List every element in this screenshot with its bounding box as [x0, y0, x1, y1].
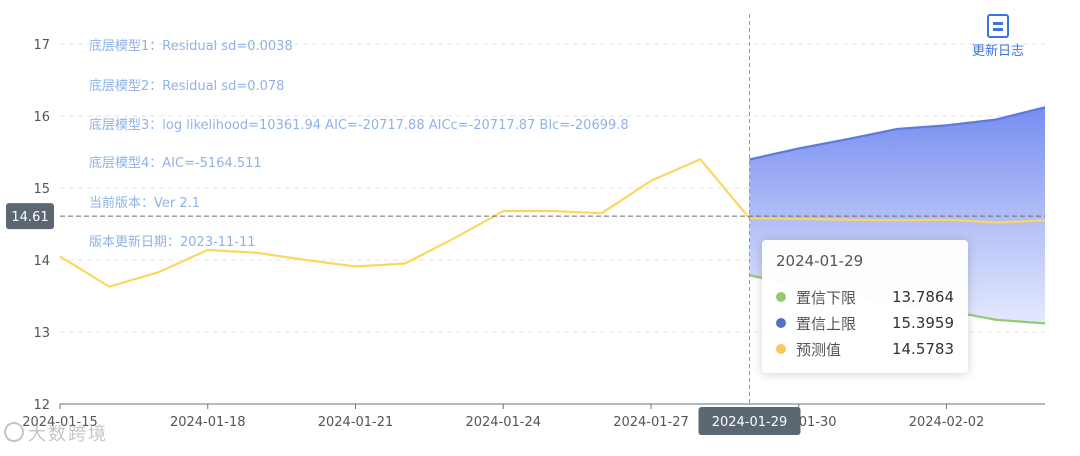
x-tick-label: 2024-01-15 — [22, 415, 98, 430]
series-line-actual — [59, 158, 1046, 288]
y-tick-label: 12 — [33, 398, 50, 413]
x-tick-label: 2024-01-18 — [170, 415, 246, 430]
legend-dot-lower — [776, 292, 786, 302]
model-annotation: 版本更新日期：2023-11-11 — [89, 234, 256, 250]
crosshair-x-label: 2024-01-29 — [712, 415, 788, 430]
model-annotation: 底层模型1：Residual sd=0.0038 — [89, 38, 293, 54]
crosshair: 14.61 2024-01-29 — [6, 14, 1045, 435]
legend-dot-forecast — [776, 344, 786, 354]
y-tick-label: 14 — [33, 254, 50, 269]
y-tick-label: 13 — [33, 326, 50, 341]
tooltip-row-lower: 置信下限 13.7864 — [776, 284, 954, 310]
tooltip-series-value: 13.7864 — [891, 288, 954, 306]
watermark: 大数跨境 — [4, 420, 108, 446]
tooltip-series-name: 预测值 — [796, 340, 842, 359]
tooltip-series-name: 置信下限 — [796, 288, 857, 307]
changelog-button[interactable]: 更新日志 — [964, 14, 1032, 59]
watermark-text: 大数跨境 — [28, 424, 108, 445]
x-tick-label: 2024-02-02 — [909, 415, 985, 430]
tooltip-series-value: 15.3959 — [891, 314, 954, 332]
model-annotation: 底层模型2：Residual sd=0.078 — [89, 78, 284, 94]
chart-tooltip: 2024-01-29 置信下限 13.7864 置信上限 15.3959 预测值… — [762, 240, 968, 373]
document-icon — [987, 14, 1009, 38]
model-annotation: 底层模型4：AIC=-5164.511 — [89, 155, 262, 171]
legend-dot-upper — [776, 318, 786, 328]
brand-logo-icon — [4, 422, 24, 442]
crosshair-x-badge — [698, 407, 801, 435]
model-annotations: 底层模型1：Residual sd=0.0038 底层模型2：Residual s… — [89, 38, 629, 250]
y-tick-label: 15 — [33, 182, 50, 197]
model-annotation: 当前版本：Ver 2.1 — [89, 195, 200, 211]
series-line-upper — [749, 106, 1046, 161]
x-tick-label: 2024-01-27 — [613, 415, 689, 430]
tooltip-date: 2024-01-29 — [776, 252, 864, 270]
tooltip-series-name: 置信上限 — [796, 314, 857, 333]
tooltip-row-forecast: 预测值 14.5783 — [776, 336, 954, 362]
y-tick-label: 17 — [33, 38, 50, 53]
tooltip-series-value: 14.5783 — [891, 340, 954, 358]
model-annotation: 底层模型3：log likelihood=10361.94 AIC=-20717… — [89, 117, 629, 133]
tooltip-row-upper: 置信上限 15.3959 — [776, 310, 954, 336]
x-tick-label: 2024-01-24 — [465, 415, 541, 430]
crosshair-y-label: 14.61 — [11, 210, 48, 225]
x-tick-label: 2024-01-21 — [318, 415, 394, 430]
changelog-label: 更新日志 — [971, 44, 1024, 59]
crosshair-y-badge — [6, 203, 54, 230]
y-tick-label: 16 — [33, 110, 50, 125]
